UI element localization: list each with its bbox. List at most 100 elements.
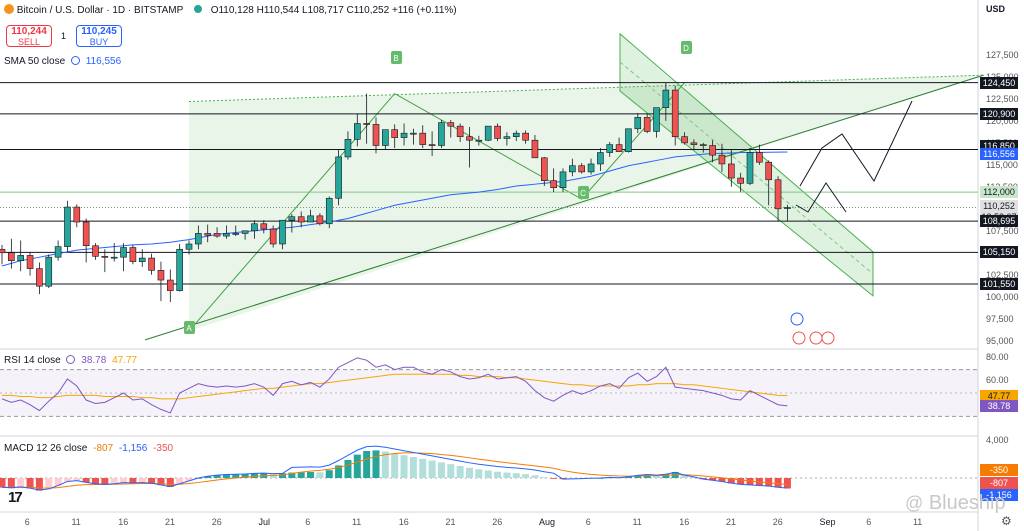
- time-tick-label: 21: [164, 517, 175, 527]
- price-tick-label: 107,500: [986, 225, 1019, 236]
- sell-button[interactable]: 110,244 SELL: [6, 25, 52, 47]
- macd-tick-label: 4,000: [986, 435, 1009, 445]
- rsi-value-tag: 47.77: [980, 389, 1018, 402]
- candle-down: [709, 145, 716, 156]
- candle-up: [185, 243, 193, 250]
- macd-histogram-bar: [73, 478, 81, 481]
- macd-histogram-bar: [353, 454, 361, 478]
- macd-histogram-bar: [166, 478, 174, 487]
- candle-down: [466, 136, 473, 141]
- price-tick-label: 97,500: [986, 313, 1014, 324]
- candle-down: [494, 125, 501, 139]
- candle-up: [400, 132, 408, 138]
- candle-up: [662, 89, 670, 108]
- price-tick-label: 95,000: [986, 335, 1014, 346]
- time-tick-label: 16: [398, 517, 409, 527]
- candle-down: [419, 132, 427, 145]
- candle-down: [690, 142, 698, 145]
- candle-down: [428, 144, 436, 146]
- macd-pane: [0, 445, 978, 491]
- sma-legend[interactable]: SMA 50 close 116,556: [4, 56, 121, 67]
- macd-histogram-bar: [503, 472, 511, 478]
- rsi-legend[interactable]: RSI 14 close 38.78 47.77: [4, 355, 137, 366]
- macd-histogram-bar: [250, 473, 258, 478]
- candle-down: [765, 161, 773, 181]
- sell-label: SELL: [17, 37, 41, 47]
- candle-up: [325, 197, 333, 225]
- time-tick-label: 6: [24, 517, 30, 527]
- symbol-title[interactable]: Bitcoin / U.S. Dollar · 1D · BITSTAMP: [16, 5, 184, 16]
- time-tick-label: 11: [912, 517, 923, 527]
- market-status-dot-icon: [193, 5, 202, 13]
- price-tick-label: 127,500: [986, 49, 1019, 60]
- macd-histogram-bar: [213, 475, 221, 478]
- time-tick-label: 26: [211, 517, 222, 527]
- candle-down: [73, 206, 81, 223]
- buy-button[interactable]: 110,245 BUY: [76, 25, 122, 47]
- candle-up: [746, 152, 754, 184]
- settings-gear-icon[interactable]: ⚙: [1001, 514, 1012, 528]
- price-tag: 110,252: [980, 200, 1018, 213]
- candle-down: [8, 252, 15, 261]
- macd-histogram-bar: [110, 478, 118, 484]
- price-tag: 108,695: [980, 215, 1018, 228]
- rsi-ma-value: 47.77: [112, 355, 138, 366]
- candle-up: [279, 219, 286, 245]
- currency-label[interactable]: USD: [986, 4, 1006, 14]
- candle-down: [699, 144, 707, 146]
- macd-legend[interactable]: MACD 12 26 close -807 -1,156 -350: [4, 443, 173, 454]
- macd-histogram-bar: [316, 472, 324, 478]
- macd-histogram-bar: [0, 478, 6, 488]
- candle-down: [82, 221, 90, 247]
- candle-down: [167, 279, 174, 291]
- macd-histogram-bar: [63, 478, 71, 482]
- tradingview-logo: 17: [8, 489, 23, 506]
- candle-down: [615, 144, 623, 152]
- candle-up: [653, 107, 660, 132]
- pattern-point-label: A: [186, 324, 192, 333]
- macd-histogram-bar: [335, 465, 343, 478]
- macd-histogram-bar: [531, 475, 539, 478]
- watermark-at-icon: @: [905, 493, 924, 513]
- sell-price: 110,244: [11, 26, 47, 37]
- rsi-value-tag: 38.78: [980, 400, 1018, 413]
- candle-down: [727, 163, 735, 179]
- candle-up: [54, 246, 62, 258]
- pattern-point-marker: [184, 321, 195, 334]
- pattern-point-label: B: [393, 54, 398, 63]
- macd-histogram-bar: [381, 451, 389, 478]
- macd-histogram-bar: [54, 478, 62, 486]
- macd-histogram-bar: [82, 478, 90, 483]
- time-tick-label: 11: [351, 517, 362, 527]
- candle-down: [36, 268, 43, 287]
- sma-eye-icon: [70, 56, 80, 65]
- candle-up: [110, 256, 118, 259]
- macd-histogram-bar: [400, 455, 408, 478]
- time-tick-label: 16: [679, 517, 690, 527]
- macd-signal-value: -1,156: [118, 443, 148, 454]
- candle-down: [213, 233, 221, 237]
- candle-up: [512, 132, 520, 138]
- candle-up: [17, 255, 25, 261]
- macd-histogram-bar: [550, 478, 558, 479]
- candle-down: [391, 129, 399, 138]
- spread-value: 1: [61, 31, 67, 41]
- candle-up: [569, 165, 576, 173]
- flag-event-icon: [809, 331, 823, 345]
- candle-down: [447, 122, 455, 127]
- sma-label: SMA 50 close: [4, 56, 66, 67]
- macd-histogram-bar: [709, 478, 717, 481]
- abcd-path: [188, 82, 685, 332]
- bitcoin-icon: [4, 4, 14, 14]
- macd-histogram-bar: [699, 478, 707, 480]
- channel-midline: [619, 61, 874, 275]
- macd-histogram-bar: [428, 460, 436, 478]
- pattern-point-label: C: [580, 189, 586, 198]
- price-tick-label: 115,000: [986, 159, 1018, 170]
- macd-histogram-bar: [325, 470, 333, 478]
- candle-down: [756, 152, 763, 163]
- candle-up: [344, 139, 352, 158]
- macd-histogram-bar: [307, 472, 315, 478]
- candle-down: [643, 117, 651, 132]
